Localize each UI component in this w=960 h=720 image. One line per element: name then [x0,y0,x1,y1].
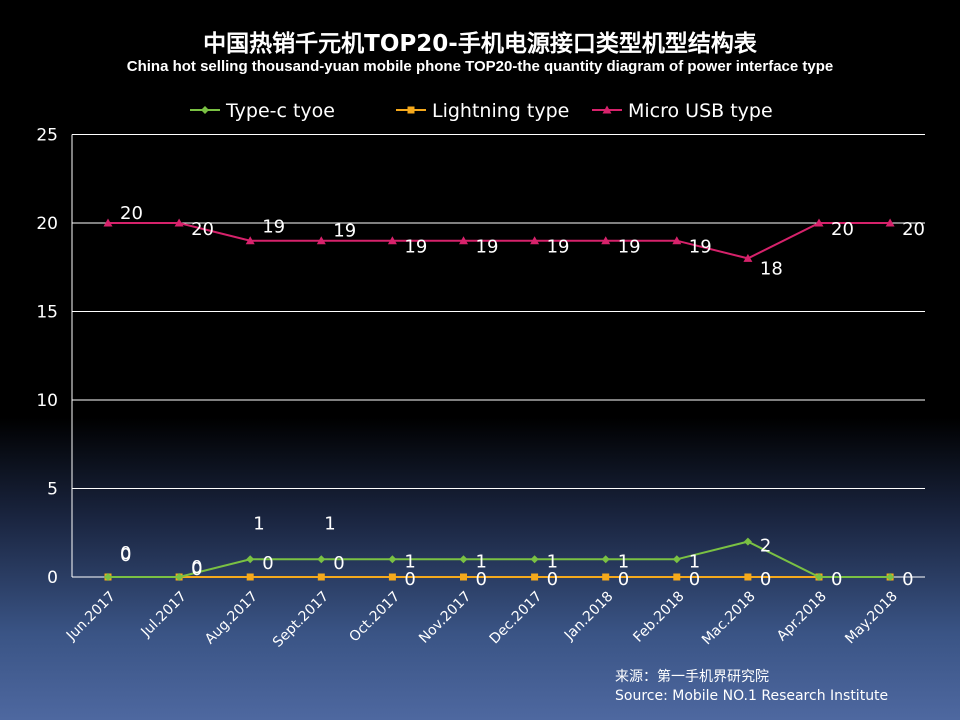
data-label: 1 [476,551,487,572]
data-label: 1 [618,551,629,572]
y-tick-label: 15 [36,303,58,323]
data-point [744,573,752,581]
data-point [530,236,540,245]
data-label: 0 [760,569,771,590]
data-label: 0 [120,543,131,564]
data-label: 1 [689,551,700,572]
data-label: 20 [120,203,143,224]
x-tick-label: Sept.2017 [270,589,332,651]
data-label: 19 [476,237,499,258]
data-point [531,573,539,581]
x-tick-label: Jan.2018 [561,589,617,645]
data-point [743,537,752,546]
legend-marker [602,105,612,114]
data-label: 20 [902,219,925,240]
data-point [174,218,184,227]
data-point [885,218,895,227]
data-label: 0 [547,569,558,590]
data-point [316,236,326,245]
data-point [672,555,681,564]
legend-label: Lightning type [432,100,569,122]
series-line [108,540,891,578]
data-label: 19 [262,217,285,238]
data-label: 19 [404,237,427,258]
data-label: 0 [191,559,202,580]
data-label: 18 [760,258,783,279]
data-point [459,236,468,245]
data-label: 19 [689,237,712,258]
data-label: 0 [404,569,415,590]
legend-marker [407,106,415,114]
data-point [387,236,397,245]
x-tick-label: Apr.2018 [774,589,830,645]
data-point [388,555,397,564]
x-tick-label: Nov.2017 [416,589,474,647]
x-tick-label: Mac.2018 [699,589,759,649]
y-tick-label: 5 [47,480,58,500]
data-label: 19 [618,237,641,258]
data-point [672,236,682,245]
data-point [460,573,467,581]
data-label: 20 [191,219,214,240]
legend-marker [201,106,209,114]
data-label: 1 [253,513,264,534]
data-label: 1 [547,551,558,572]
data-point [246,573,254,581]
series-line [108,222,891,260]
data-label: 0 [476,569,487,590]
data-point [601,236,611,245]
data-label: 0 [120,545,131,566]
data-label: 0 [902,569,913,590]
legend-label: Micro USB type [628,100,773,122]
data-label: 0 [262,553,273,574]
source-note: 来源：第一手机界研究院 Source: Mobile NO.1 Research… [615,668,888,706]
y-tick-label: 0 [47,568,58,588]
data-label: 0 [689,569,700,590]
data-point [602,573,610,581]
data-point [743,253,753,262]
y-tick-label: 25 [36,126,58,146]
x-tick-label: Oct.2017 [346,589,403,646]
x-tick-label: Feb.2018 [630,589,687,646]
data-point [317,555,326,564]
chart-subtitle: China hot selling thousand-yuan mobile p… [126,58,834,75]
data-label: 0 [333,553,344,574]
x-tick-label: May.2018 [842,589,901,648]
x-tick-label: Aug.2017 [202,589,261,648]
data-label: 1 [404,551,415,572]
data-point [601,555,610,564]
data-point [245,236,255,245]
data-label: 0 [191,557,202,578]
data-label: 19 [547,237,570,258]
data-label: 0 [618,569,629,590]
data-point [815,573,823,581]
x-tick-label: Jul.2017 [138,589,190,641]
data-point [459,555,468,564]
x-tick-label: Jun.2017 [63,589,119,645]
data-label: 1 [324,513,335,534]
chart-title: 中国热销千元机TOP20-手机电源接口类型机型结构表 [203,31,757,57]
source-cn: 来源：第一手机界研究院 [615,669,769,685]
data-point [317,573,325,581]
data-point [388,573,396,581]
data-label: 2 [760,536,771,557]
y-tick-label: 20 [36,214,58,234]
data-label: 19 [333,221,356,242]
data-point [886,573,895,581]
data-point [673,573,681,581]
data-point [530,555,539,564]
data-point [814,218,824,227]
data-point [246,555,255,564]
data-label: 20 [831,219,854,240]
data-point [175,573,184,581]
y-tick-label: 10 [36,391,58,411]
legend-label: Type-c tyoe [225,100,335,122]
source-en: Source: Mobile NO.1 Research Institute [615,688,889,704]
x-tick-label: Dec.2017 [487,589,546,648]
data-point [104,573,112,581]
data-point [103,218,113,227]
data-label: 0 [831,569,842,590]
